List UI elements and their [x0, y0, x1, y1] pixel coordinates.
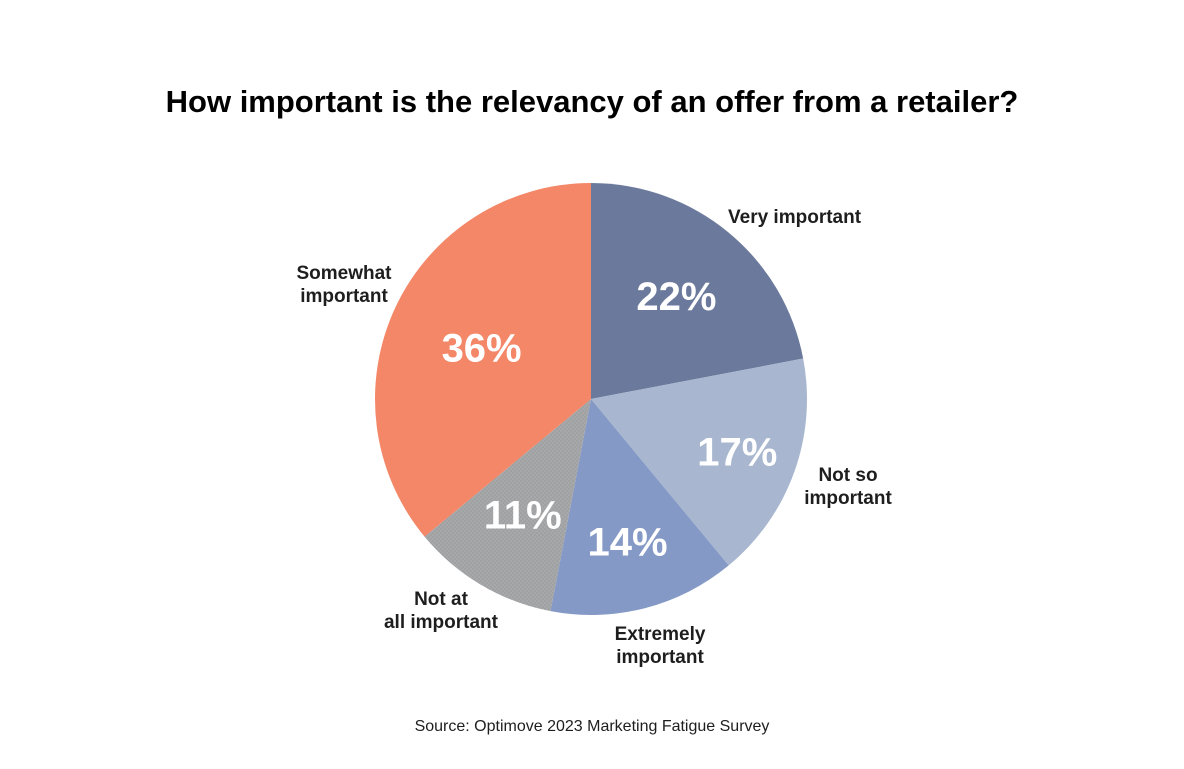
chart-title: How important is the relevancy of an off… — [166, 84, 1019, 119]
pie-slice-texture-not-at-all-important — [424, 399, 591, 612]
category-label-very-important: Very important — [728, 207, 862, 228]
percent-labels: 22% 17% 14% 11% 36% — [442, 275, 778, 565]
category-label-not-at-all-important: Not at all important — [384, 589, 499, 633]
pie-slice-very-important — [591, 183, 804, 399]
category-label-extremely-important: Extremely important — [615, 624, 706, 668]
percent-label-not-at-all-important: 11% — [484, 493, 562, 537]
category-label-line: important — [804, 488, 892, 509]
percent-label-very-important: 22% — [636, 275, 716, 319]
category-label-somewhat-important: Somewhat important — [296, 263, 392, 307]
category-label-line: Very important — [728, 207, 862, 228]
category-label-line: all important — [384, 612, 499, 633]
pie-slice-extremely-important — [550, 399, 729, 615]
category-label-line: important — [300, 286, 388, 307]
pie-slice-not-so-important — [591, 358, 807, 566]
category-label-line: Not so — [818, 465, 877, 486]
pie-slice-somewhat-important — [375, 183, 591, 537]
category-label-line: Not at — [414, 589, 469, 610]
percent-label-somewhat-important: 36% — [442, 327, 522, 371]
pie-slices — [375, 183, 807, 615]
category-label-not-so-important: Not so important — [804, 465, 892, 509]
category-label-line: Extremely — [615, 624, 706, 645]
category-label-line: Somewhat — [296, 263, 392, 284]
percent-label-not-so-important: 17% — [697, 431, 777, 475]
percent-label-extremely-important: 14% — [587, 520, 667, 564]
category-label-line: important — [616, 647, 704, 668]
source-note: Source: Optimove 2023 Marketing Fatigue … — [415, 718, 770, 735]
